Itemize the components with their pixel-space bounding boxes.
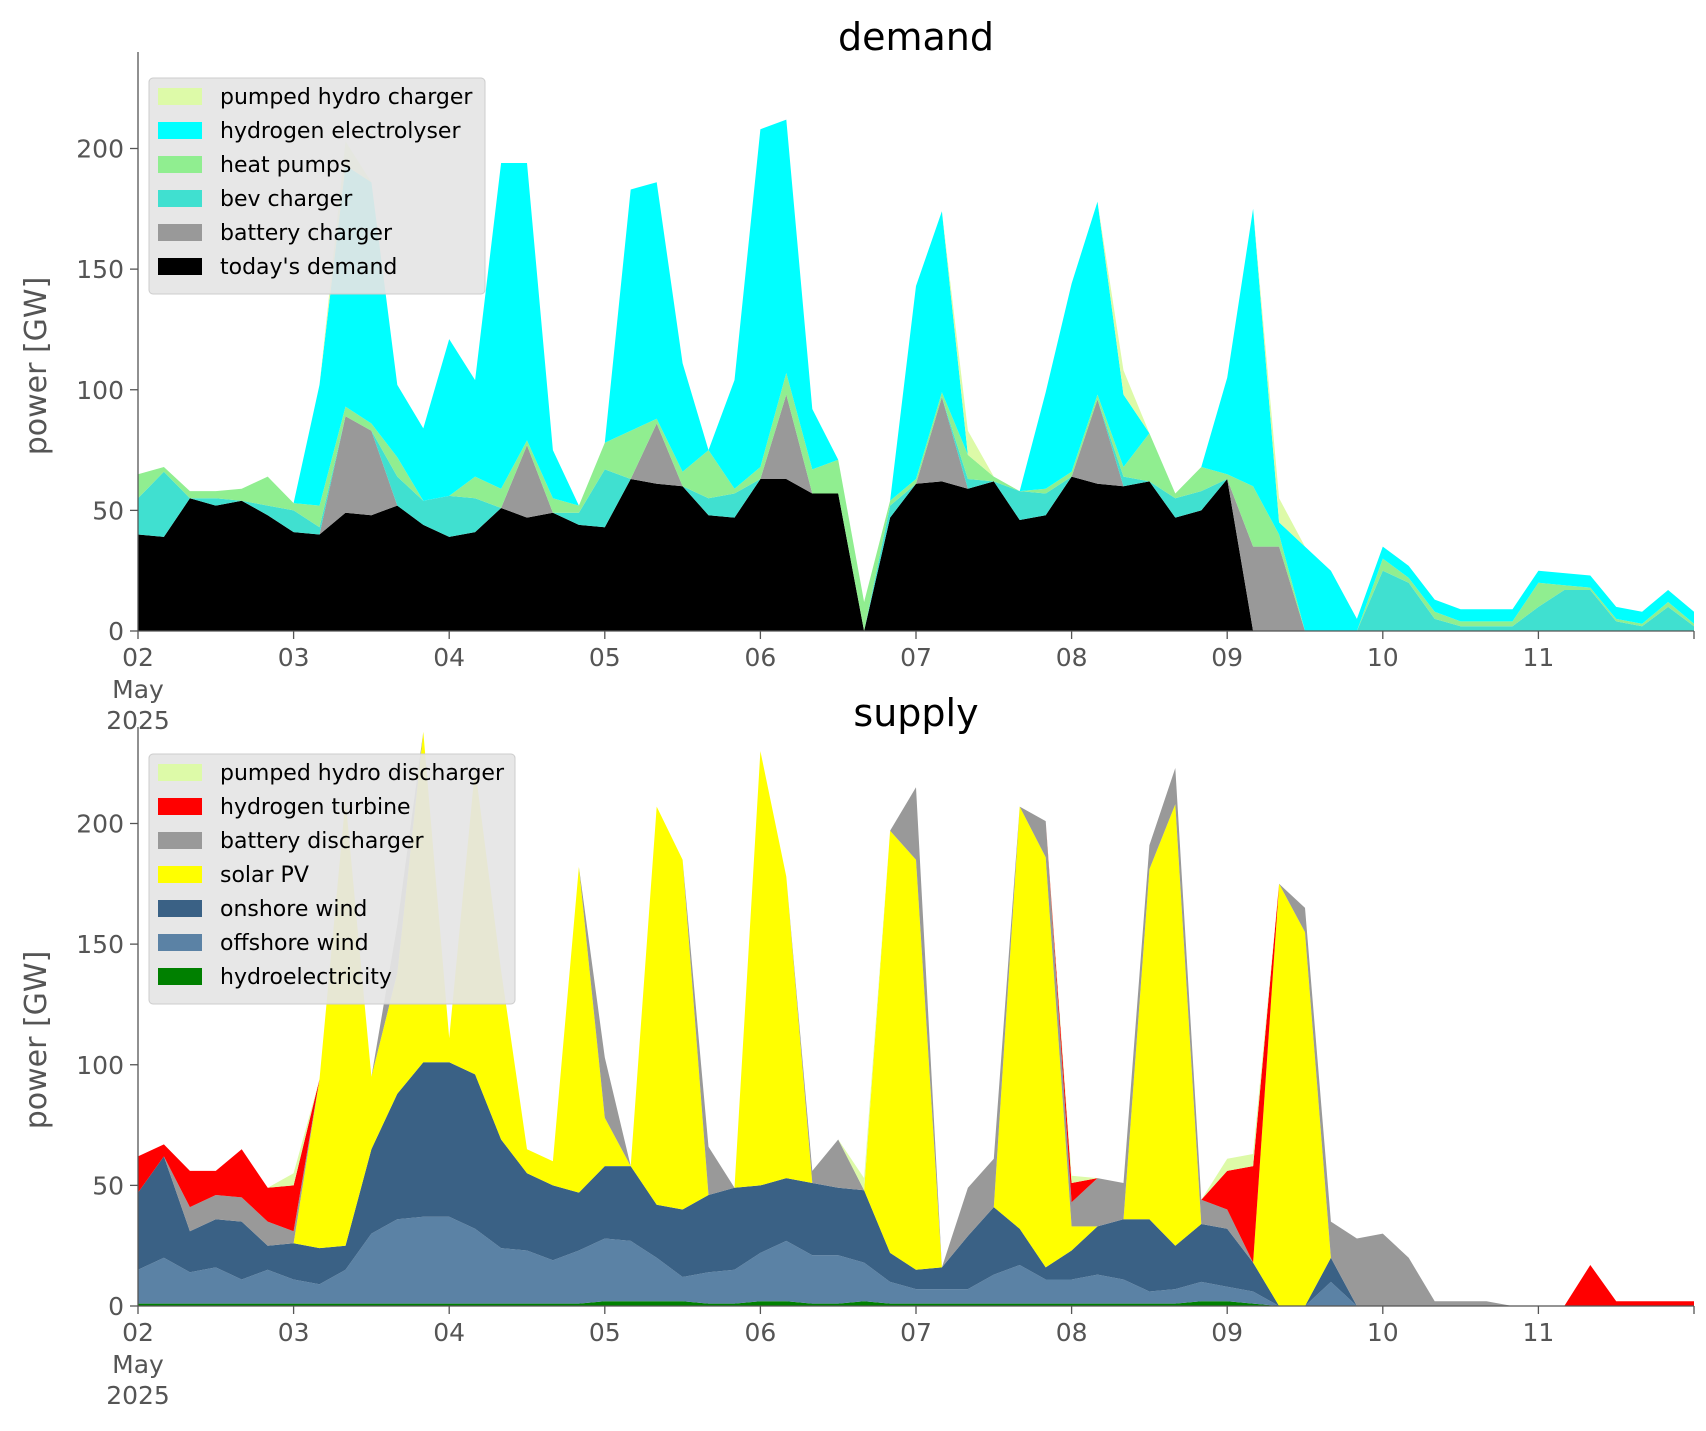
x-tick-label: 05 xyxy=(589,1318,621,1347)
y-axis-label: power [GW] xyxy=(19,951,54,1130)
legend-swatch xyxy=(158,900,202,917)
chart-title: supply xyxy=(853,691,978,735)
y-tick-label: 100 xyxy=(76,1051,124,1080)
area-series-offshore-wind xyxy=(138,1216,1694,1306)
area-series-today-s-demand xyxy=(138,476,1694,631)
legend-label: battery discharger xyxy=(220,829,425,854)
legend: pumped hydro discharger hydrogen turbine b… xyxy=(148,753,516,1005)
legend-swatch xyxy=(158,798,202,815)
x-tick-label: 04 xyxy=(433,643,465,672)
x-tick-label: 10 xyxy=(1367,1318,1399,1347)
legend-swatch xyxy=(158,832,202,849)
legend-box xyxy=(148,753,516,1005)
legend: pumped hydro charger hydrogen electrolyse… xyxy=(148,77,486,295)
legend-label: battery charger xyxy=(220,221,393,246)
x-tick-label: 11 xyxy=(1522,643,1554,672)
x-tick-sublabel: May xyxy=(112,1350,164,1379)
legend-swatch xyxy=(158,190,202,207)
chart-title: demand xyxy=(838,15,994,59)
legend-swatch xyxy=(158,934,202,951)
x-tick-label: 06 xyxy=(744,1318,776,1347)
x-tick-sublabel: 2025 xyxy=(106,1381,170,1410)
legend-label: hydrogen electrolyser xyxy=(220,119,461,144)
y-tick-label: 50 xyxy=(92,496,124,525)
legend-label: hydroelectricity xyxy=(220,965,392,990)
x-tick-label: 03 xyxy=(278,643,310,672)
legend-label: onshore wind xyxy=(220,897,367,922)
legend-label: pumped hydro discharger xyxy=(220,761,505,786)
y-tick-label: 200 xyxy=(76,810,124,839)
legend-swatch xyxy=(158,224,202,241)
x-tick-label: 07 xyxy=(900,1318,932,1347)
y-tick-label: 150 xyxy=(76,255,124,284)
area-series-solar-pv xyxy=(138,731,1694,1306)
legend-label: hydrogen turbine xyxy=(220,795,411,820)
y-tick-label: 0 xyxy=(108,617,124,646)
y-tick-label: 100 xyxy=(76,376,124,405)
area-series-battery-charger xyxy=(138,394,1694,631)
legend-label: heat pumps xyxy=(220,153,351,178)
x-tick-label: 05 xyxy=(589,643,621,672)
legend-label: today's demand xyxy=(220,255,397,280)
x-tick-label: 10 xyxy=(1367,643,1399,672)
legend-swatch xyxy=(158,156,202,173)
x-tick-label: 11 xyxy=(1522,1318,1554,1347)
legend-label: pumped hydro charger xyxy=(220,85,473,110)
y-tick-label: 50 xyxy=(92,1171,124,1200)
area-series-onshore-wind xyxy=(138,1062,1694,1306)
y-tick-label: 150 xyxy=(76,930,124,959)
x-tick-label: 08 xyxy=(1056,643,1088,672)
x-tick-sublabel: May xyxy=(112,675,164,704)
x-tick-label: 03 xyxy=(278,1318,310,1347)
area-series-bev-charger xyxy=(138,394,1694,631)
supply-panel: supply power [GW] 05010015020002May20250… xyxy=(19,691,1695,1410)
legend-swatch xyxy=(158,122,202,139)
x-tick-label: 06 xyxy=(744,643,776,672)
legend-swatch xyxy=(158,258,202,275)
x-tick-label: 02 xyxy=(122,643,154,672)
y-tick-label: 200 xyxy=(76,135,124,164)
area-series-battery-discharger xyxy=(138,731,1694,1306)
x-tick-label: 04 xyxy=(433,1318,465,1347)
area-series-group xyxy=(138,731,1694,1306)
y-tick-label: 0 xyxy=(108,1292,124,1321)
x-tick-label: 09 xyxy=(1211,643,1243,672)
legend-swatch xyxy=(158,764,202,781)
legend-label: solar PV xyxy=(220,863,309,888)
demand-panel: demand power [GW] 05010015020002May20250… xyxy=(19,15,1695,735)
legend-swatch xyxy=(158,866,202,883)
area-series-hydrogen-electrolyser xyxy=(138,119,1694,631)
x-tick-label: 09 xyxy=(1211,1318,1243,1347)
area-series-heat-pumps xyxy=(138,372,1694,631)
legend-label: offshore wind xyxy=(220,931,369,956)
legend-box xyxy=(148,77,486,295)
legend-swatch xyxy=(158,968,202,985)
x-tick-label: 02 xyxy=(122,1318,154,1347)
area-series-group xyxy=(138,119,1694,631)
x-tick-label: 08 xyxy=(1056,1318,1088,1347)
legend-label: bev charger xyxy=(220,187,353,212)
legend-swatch xyxy=(158,88,202,105)
y-axis-label: power [GW] xyxy=(19,277,54,456)
x-tick-label: 07 xyxy=(900,643,932,672)
